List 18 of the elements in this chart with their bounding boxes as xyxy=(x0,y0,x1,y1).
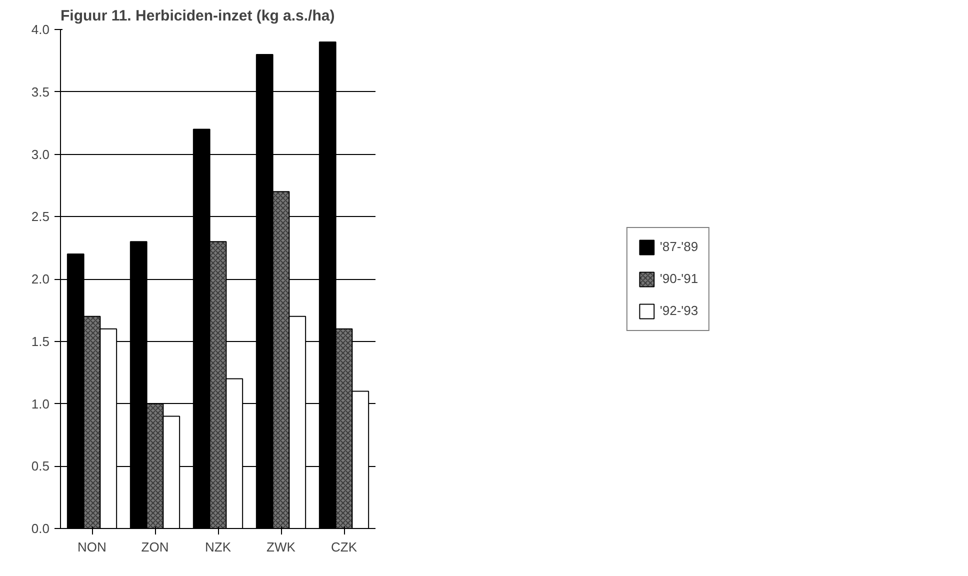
chart-title: Figuur 11. Herbiciden-inzet (kg a.s./ha) xyxy=(60,8,335,24)
legend-label: '87-'89 xyxy=(660,239,698,254)
y-tick-label: 1.5 xyxy=(31,334,50,349)
legend-label: '92-'93 xyxy=(660,303,698,318)
x-tick-label: NON xyxy=(78,540,106,554)
y-tick-label: 3.0 xyxy=(31,146,50,162)
y-tick-label: 3.5 xyxy=(31,84,50,100)
x-tick-label: ZON xyxy=(141,540,169,554)
y-tick-label: 0.5 xyxy=(31,458,50,474)
y-tick-label: 2.0 xyxy=(31,272,50,286)
y-tick-label: 0.0 xyxy=(31,521,50,536)
y-tick-label: 2.5 xyxy=(31,209,50,224)
x-tick-label: NZK xyxy=(205,540,232,554)
y-tick-label: 1.0 xyxy=(31,396,50,412)
y-tick-label: 4.0 xyxy=(31,22,50,37)
x-tick-label: ZWK xyxy=(266,540,296,554)
x-tick-label: CZK xyxy=(331,540,358,554)
legend-label: '90-'91 xyxy=(660,271,698,286)
